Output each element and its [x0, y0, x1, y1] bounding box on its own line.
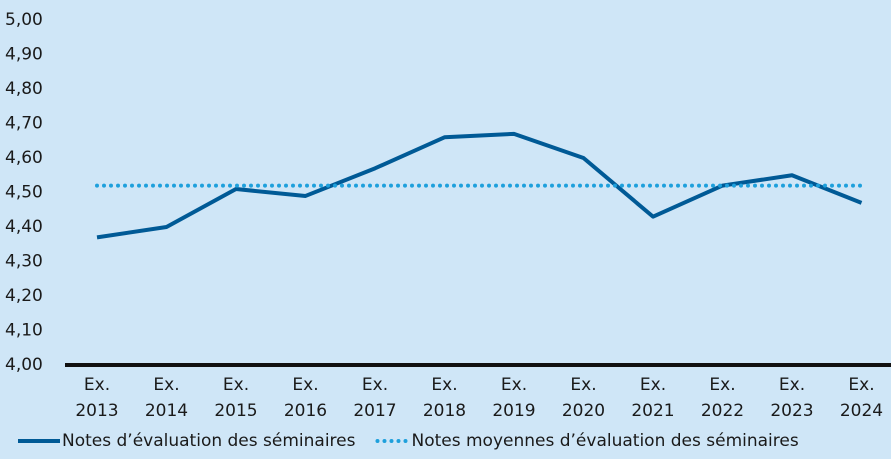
y-tick-label: 4,90	[5, 45, 43, 65]
x-tick-label: Ex. 2019	[492, 375, 535, 421]
y-tick-label: 4,80	[5, 79, 43, 99]
x-tick-label: Ex. 2021	[631, 375, 674, 421]
x-tick-label: Ex. 2023	[770, 375, 813, 421]
legend-label: Notes moyennes d’évaluation des séminair…	[411, 431, 798, 451]
x-tick-label: Ex. 2014	[145, 375, 188, 421]
y-tick-label: 4,10	[5, 321, 43, 341]
y-tick-label: 4,30	[5, 252, 43, 272]
y-tick-label: 4,70	[5, 114, 43, 134]
y-tick-label: 4,00	[5, 355, 43, 375]
y-tick-label: 4,60	[5, 148, 43, 168]
x-tick-label: Ex. 2017	[353, 375, 396, 421]
x-tick-label: Ex. 2020	[562, 375, 605, 421]
x-tick-label: Ex. 2015	[214, 375, 257, 421]
x-tick-label: Ex. 2016	[284, 375, 327, 421]
y-tick-label: 4,20	[5, 286, 43, 306]
x-tick-label: Ex. 2024	[840, 375, 883, 421]
y-tick-label: 5,00	[5, 10, 43, 30]
x-tick-label: Ex. 2022	[701, 375, 744, 421]
y-tick-label: 4,50	[5, 183, 43, 203]
x-tick-label: Ex. 2018	[423, 375, 466, 421]
y-tick-label: 4,40	[5, 217, 43, 237]
x-tick-label: Ex. 2013	[75, 375, 118, 421]
legend-label: Notes d’évaluation des séminaires	[62, 431, 356, 451]
